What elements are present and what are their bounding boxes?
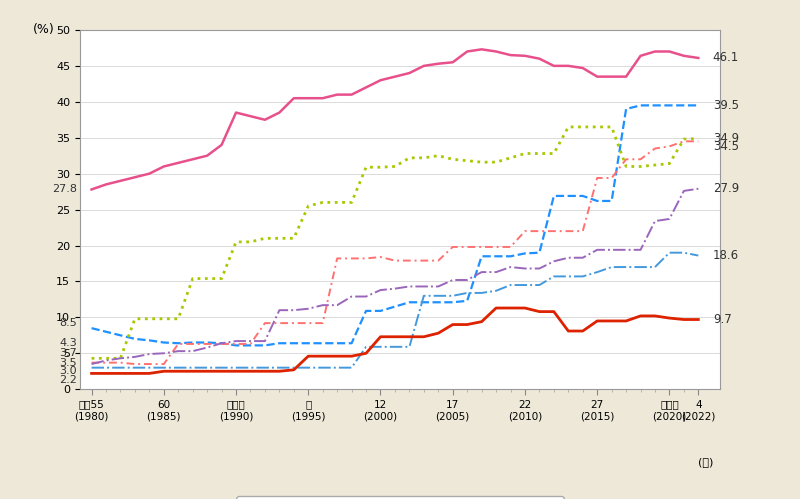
- Y-axis label: (%): (%): [33, 23, 54, 36]
- Text: 3.0: 3.0: [59, 366, 77, 376]
- Text: 27.9: 27.9: [713, 182, 739, 195]
- Legend: スウェーデン, フランス, ドイツ, 英国, , 米国, 韓国, 日本: スウェーデン, フランス, ドイツ, 英国, , 米国, 韓国, 日本: [236, 496, 564, 499]
- Text: 34.9: 34.9: [713, 132, 739, 145]
- Text: 8.5: 8.5: [59, 318, 77, 328]
- Text: 34.5: 34.5: [713, 140, 738, 153]
- Text: 39.5: 39.5: [713, 99, 738, 112]
- Text: 18.6: 18.6: [713, 249, 739, 262]
- Text: 3.7: 3.7: [59, 348, 77, 358]
- Text: 3.5: 3.5: [59, 358, 77, 368]
- Text: 2.2: 2.2: [59, 375, 77, 385]
- Text: 27.8: 27.8: [52, 185, 77, 195]
- Text: 9.7: 9.7: [713, 313, 731, 326]
- Text: 4.3: 4.3: [59, 337, 77, 347]
- Text: (年): (年): [698, 458, 714, 468]
- Text: 46.1: 46.1: [713, 51, 739, 64]
